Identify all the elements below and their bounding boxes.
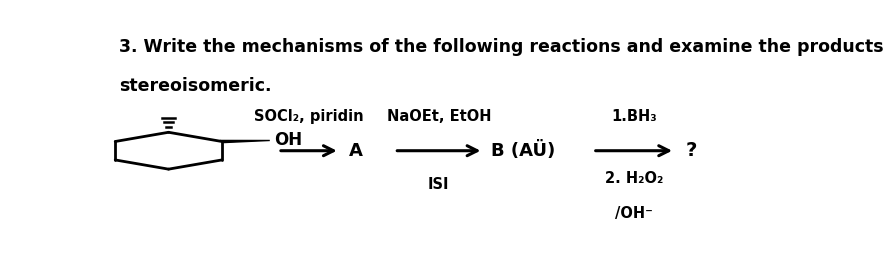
Text: 1.BH₃: 1.BH₃	[611, 109, 657, 124]
Text: /OH⁻: /OH⁻	[615, 206, 653, 221]
Text: SOCl₂, piridin: SOCl₂, piridin	[254, 109, 364, 124]
Text: NaOEt, EtOH: NaOEt, EtOH	[387, 109, 491, 124]
Text: ?: ?	[685, 141, 697, 160]
Polygon shape	[220, 140, 270, 143]
Text: stereoisomeric.: stereoisomeric.	[119, 77, 272, 95]
Text: A: A	[349, 142, 362, 160]
Text: 3. Write the mechanisms of the following reactions and examine the products as: 3. Write the mechanisms of the following…	[119, 38, 883, 56]
Text: ISI: ISI	[428, 177, 449, 192]
Text: OH: OH	[275, 131, 303, 149]
Text: B (AÜ): B (AÜ)	[491, 141, 555, 160]
Text: 2. H₂O₂: 2. H₂O₂	[605, 171, 663, 186]
